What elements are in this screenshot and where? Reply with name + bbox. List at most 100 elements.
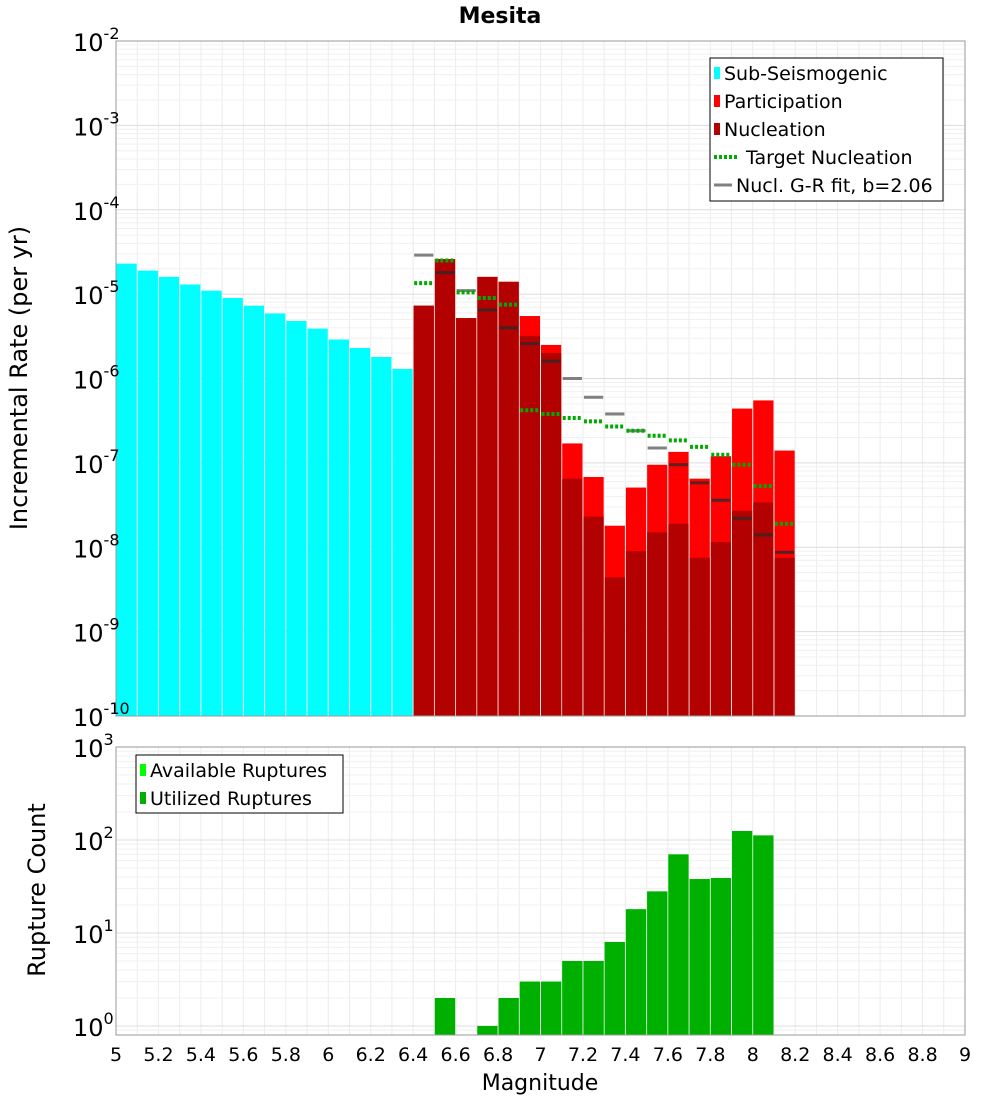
utilized-ruptures-bar: [498, 997, 519, 1035]
x-tick-label: 8.8: [907, 1044, 937, 1066]
x-tick-label: 7.6: [653, 1044, 683, 1066]
sub-seismogenic-bar: [201, 290, 222, 716]
sub-seismogenic-bar: [307, 328, 328, 716]
top-legend-box: [709, 57, 944, 202]
chart-title: Mesita: [459, 4, 542, 29]
utilized-ruptures-bar: [583, 960, 604, 1035]
nucleation-bar: [732, 510, 753, 716]
sub-seismogenic-bar: [265, 313, 286, 716]
utilized-ruptures-bar: [477, 1025, 498, 1035]
x-tick-label: 7.2: [568, 1044, 598, 1066]
x-tick-label: 5.2: [143, 1044, 173, 1066]
nucleation-bar: [625, 551, 647, 716]
bottom-y-tick-label: 101: [73, 916, 114, 949]
nucleation-bar: [519, 335, 540, 716]
x-tick-label: 7: [534, 1044, 546, 1066]
top-y-tick-label: 10-2: [73, 24, 120, 57]
x-axis-label: Magnitude: [482, 1071, 599, 1096]
bottom-legend-label: Available Ruptures: [150, 760, 327, 782]
top-legend-label: Target Nucleation: [745, 147, 913, 169]
top-y-tick-label: 10-8: [73, 530, 120, 563]
bottom-y-axis-label: Rupture Count: [23, 803, 51, 977]
sub-seismogenic-bar: [180, 284, 201, 716]
utilized-ruptures-bar: [434, 997, 456, 1035]
top-legend-label: Participation: [724, 91, 843, 113]
bottom-legend-box: [135, 754, 344, 814]
x-tick-label: 8.4: [823, 1044, 853, 1066]
sub-seismogenic-bar: [392, 368, 413, 716]
bottom-legend-swatch: [140, 764, 146, 776]
x-tick-label: 5.8: [271, 1044, 301, 1066]
utilized-ruptures-bar: [541, 981, 562, 1035]
bottom-frame: [115, 746, 966, 1036]
utilized-ruptures-bar: [732, 830, 753, 1035]
top-y-tick-label: 10-7: [73, 446, 120, 479]
sub-seismogenic-bar: [116, 263, 137, 716]
nucleation-bar: [689, 557, 710, 716]
top-y-tick-label: 10-10: [73, 699, 130, 732]
top-y-tick-label: 10-5: [73, 277, 120, 310]
top-legend-swatch: [714, 95, 720, 107]
bottom-y-tick-label: 102: [73, 823, 114, 856]
x-tick-label: 7.4: [610, 1044, 640, 1066]
x-tick-label: 8.6: [865, 1044, 895, 1066]
top-legend-label: Sub-Seismogenic: [724, 63, 888, 85]
x-tick-label: 9: [959, 1044, 971, 1066]
x-tick-label: 6: [322, 1044, 334, 1066]
sub-seismogenic-bar: [286, 321, 307, 716]
bottom-y-tick-label: 103: [73, 730, 114, 763]
sub-seismogenic-bar: [371, 356, 392, 716]
nucleation-bar: [456, 318, 477, 716]
sub-seismogenic-bar: [158, 276, 180, 716]
x-tick-label: 8.2: [780, 1044, 810, 1066]
x-tick-label: 6.4: [398, 1044, 428, 1066]
sub-seismogenic-bar: [137, 270, 158, 716]
x-tick-label: 6.6: [440, 1044, 470, 1066]
top-frame: [115, 40, 966, 717]
utilized-ruptures-bar: [604, 942, 625, 1035]
x-tick-label: 6.2: [356, 1044, 386, 1066]
utilized-ruptures-bar: [519, 981, 540, 1035]
sub-seismogenic-bar: [328, 339, 349, 716]
nucleation-bar: [498, 281, 519, 716]
nucleation-bar: [477, 276, 498, 716]
top-y-tick-label: 10-3: [73, 108, 120, 141]
nucleation-bar: [541, 353, 562, 716]
x-tick-label: 6.8: [483, 1044, 513, 1066]
utilized-ruptures-bar: [710, 878, 732, 1035]
nucleation-bar: [774, 557, 795, 716]
x-tick-label: 7.8: [695, 1044, 725, 1066]
nucleation-bar: [434, 259, 456, 716]
utilized-ruptures-bar: [668, 854, 689, 1035]
nucleation-bar: [753, 502, 774, 716]
utilized-ruptures-bar: [689, 879, 710, 1035]
x-tick-label: 5.6: [228, 1044, 258, 1066]
nucleation-bar: [413, 305, 434, 716]
nucleation-bar: [710, 542, 732, 716]
x-tick-label: 5: [110, 1044, 122, 1066]
utilized-ruptures-bar: [625, 909, 647, 1035]
nucleation-bar: [583, 516, 604, 716]
bottom-y-tick-label: 100: [73, 1009, 114, 1042]
nucleation-bar: [647, 532, 668, 716]
x-tick-label: 5.4: [186, 1044, 216, 1066]
nucleation-bar: [562, 478, 583, 716]
utilized-ruptures-bar: [562, 960, 583, 1035]
utilized-ruptures-bar: [753, 835, 774, 1035]
sub-seismogenic-bar: [349, 347, 371, 716]
top-y-axis-label: Incremental Rate (per yr): [5, 226, 33, 530]
bottom-legend-label: Utilized Ruptures: [150, 788, 312, 810]
x-tick-label: 8: [747, 1044, 759, 1066]
top-legend-label: Nucl. G-R fit, b=2.06: [736, 175, 933, 197]
utilized-ruptures-bar: [647, 891, 668, 1035]
top-y-tick-label: 10-4: [73, 193, 120, 226]
top-legend-label: Nucleation: [724, 119, 826, 141]
top-y-tick-label: 10-6: [73, 362, 120, 395]
bottom-legend-swatch: [140, 792, 146, 804]
sub-seismogenic-bar: [222, 297, 243, 716]
nucleation-bar: [668, 523, 689, 716]
top-legend-swatch: [714, 67, 720, 79]
top-y-tick-label: 10-9: [73, 615, 120, 648]
